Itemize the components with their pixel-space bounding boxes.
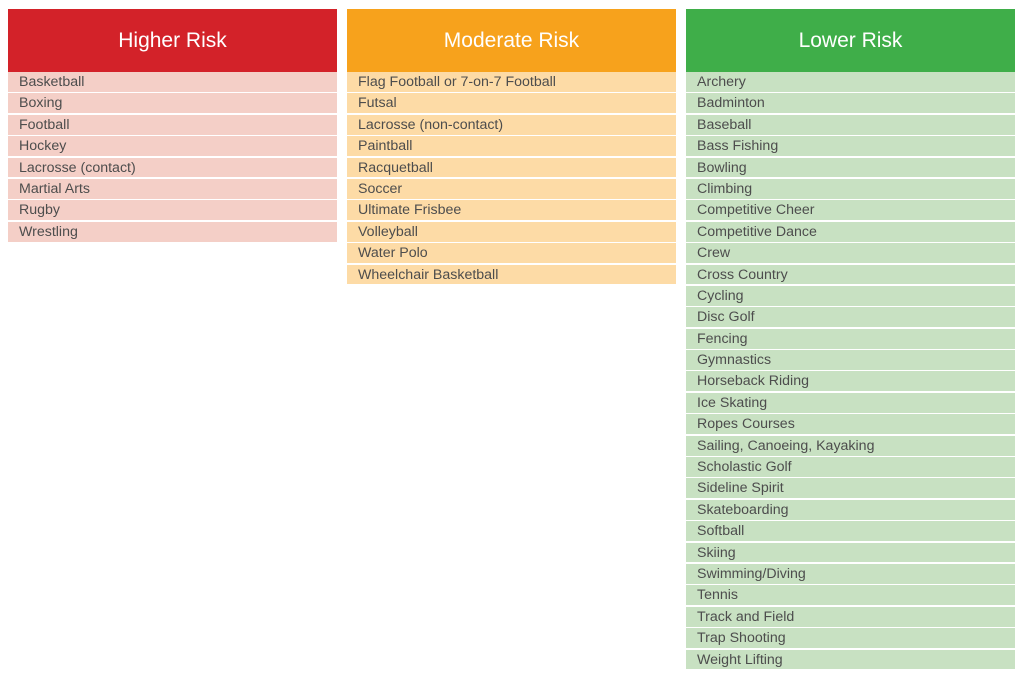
list-item: Flag Football or 7-on-7 Football: [347, 72, 676, 92]
list-item: Archery: [686, 72, 1015, 92]
list-item: Cross Country: [686, 264, 1015, 285]
list-item: Scholastic Golf: [686, 457, 1015, 477]
list-item: Trap Shooting: [686, 628, 1015, 649]
list-item: Bass Fishing: [686, 136, 1015, 157]
higher-risk-header: Higher Risk: [8, 9, 337, 72]
list-item: Basketball: [8, 72, 337, 92]
list-item: Horseback Riding: [686, 371, 1015, 392]
list-item: Cycling: [686, 285, 1015, 306]
moderate-risk-list: Flag Football or 7-on-7 Football Futsal La…: [347, 72, 676, 285]
list-item: Fencing: [686, 328, 1015, 349]
lower-risk-column: Lower Risk Archery Badminton Baseball Bass …: [686, 9, 1015, 671]
list-item: Sideline Spirit: [686, 478, 1015, 499]
list-item: Tennis: [686, 585, 1015, 606]
list-item: Badminton: [686, 93, 1015, 114]
list-item: Crew: [686, 243, 1015, 264]
list-item: Softball: [686, 521, 1015, 542]
list-item: Weight Lifting: [686, 649, 1015, 670]
list-item: Baseball: [686, 114, 1015, 135]
list-item: Ultimate Frisbee: [347, 200, 676, 221]
lower-risk-header: Lower Risk: [686, 9, 1015, 72]
moderate-risk-header: Moderate Risk: [347, 9, 676, 72]
list-item: Paintball: [347, 136, 676, 157]
list-item: Wrestling: [8, 221, 337, 242]
lower-risk-list: Archery Badminton Baseball Bass Fishing Bowl…: [686, 72, 1015, 670]
list-item: Lacrosse (contact): [8, 157, 337, 178]
higher-risk-list: Basketball Boxing Football Hockey Lacrosse (…: [8, 72, 337, 242]
list-item: Ropes Courses: [686, 414, 1015, 435]
list-item: Gymnastics: [686, 350, 1015, 370]
list-item: Football: [8, 114, 337, 135]
list-item: Competitive Dance: [686, 221, 1015, 242]
list-item: Soccer: [347, 178, 676, 199]
list-item: Rugby: [8, 200, 337, 221]
list-item: Boxing: [8, 93, 337, 114]
list-item: Skiing: [686, 542, 1015, 563]
list-item: Futsal: [347, 93, 676, 114]
list-item: Bowling: [686, 157, 1015, 178]
higher-risk-column: Higher Risk Basketball Boxing Football Hock…: [8, 9, 337, 243]
list-item: Racquetball: [347, 157, 676, 178]
list-item: Swimming/Diving: [686, 563, 1015, 584]
list-item: Water Polo: [347, 243, 676, 264]
list-item: Ice Skating: [686, 392, 1015, 413]
list-item: Martial Arts: [8, 178, 337, 199]
list-item: Volleyball: [347, 221, 676, 242]
list-item: Lacrosse (non-contact): [347, 114, 676, 135]
list-item: Track and Field: [686, 606, 1015, 627]
list-item: Sailing, Canoeing, Kayaking: [686, 435, 1015, 456]
list-item: Wheelchair Basketball: [347, 264, 676, 285]
list-item: Disc Golf: [686, 307, 1015, 328]
list-item: Skateboarding: [686, 499, 1015, 520]
list-item: Hockey: [8, 136, 337, 157]
list-item: Climbing: [686, 178, 1015, 199]
list-item: Competitive Cheer: [686, 200, 1015, 221]
moderate-risk-column: Moderate Risk Flag Football or 7-on-7 Fo…: [347, 9, 676, 286]
